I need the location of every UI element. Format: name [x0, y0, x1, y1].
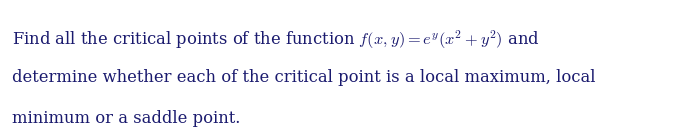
- Text: determine whether each of the critical point is a local maximum, local: determine whether each of the critical p…: [12, 69, 596, 86]
- Text: Find all the critical points of the function $f(x, y) = e^{y}(x^2 + y^2)$ and: Find all the critical points of the func…: [12, 29, 540, 51]
- Text: minimum or a saddle point.: minimum or a saddle point.: [12, 110, 241, 127]
